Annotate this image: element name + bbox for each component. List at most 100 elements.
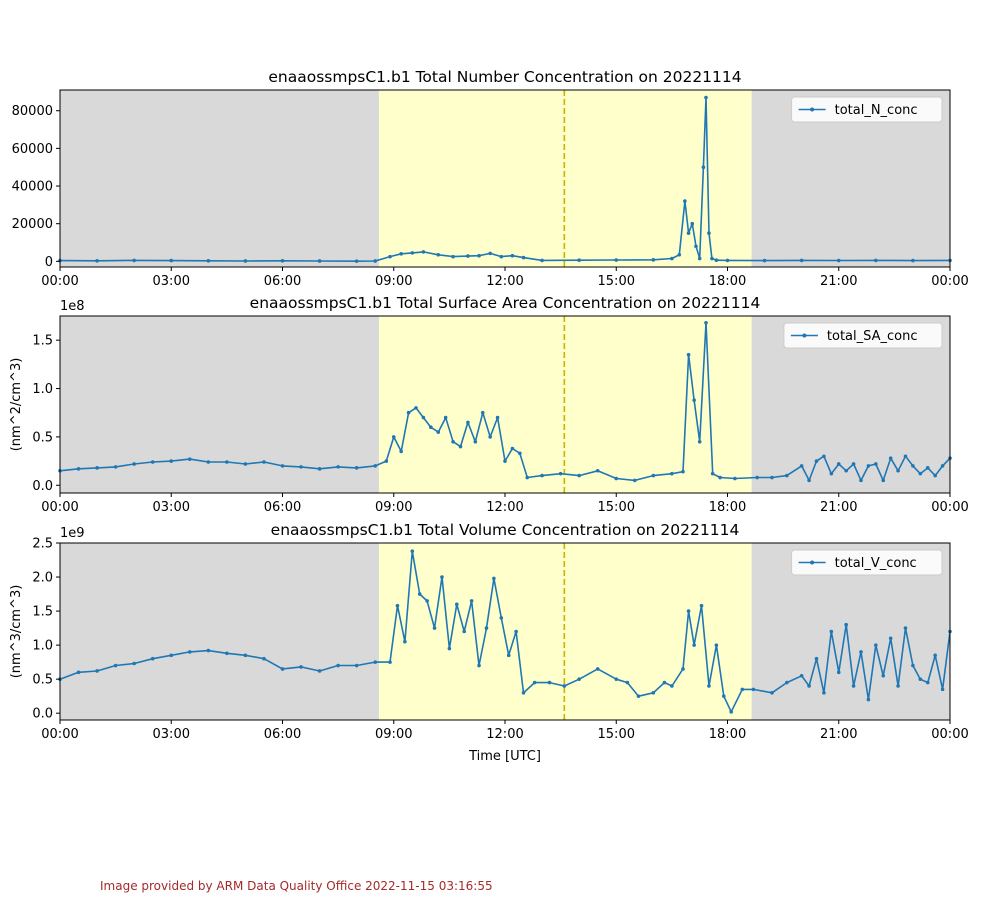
data-point (807, 684, 811, 688)
data-point (317, 669, 322, 673)
data-point (859, 478, 863, 483)
x-tick-label: 12:00 (486, 500, 523, 515)
legend: total_V_conc (791, 549, 943, 576)
data-point (499, 254, 504, 259)
data-point (918, 471, 923, 476)
x-tick-label: 18:00 (709, 727, 746, 742)
data-point (503, 459, 507, 463)
y-tick-label: 1.5 (32, 605, 53, 620)
data-point (859, 650, 863, 654)
data-point (243, 653, 248, 658)
data-point (866, 464, 871, 468)
data-point (729, 710, 734, 714)
legend-marker (810, 560, 815, 565)
data-point (462, 629, 467, 634)
y-tick-label: 2.5 (32, 537, 53, 552)
data-point (851, 684, 856, 688)
data-point (692, 398, 696, 402)
data-point (132, 462, 136, 466)
data-point (651, 258, 656, 262)
data-point (690, 221, 695, 226)
axis-multiplier: 1e9 (60, 526, 85, 541)
data-point (697, 439, 702, 444)
data-point (76, 670, 81, 675)
panel-number-concentration: 00:00 03:00 06:00 09:00 12:00 15:00 18:00 21:00… (12, 68, 969, 289)
y-axis-label: (nm^2/cm^3) (9, 358, 24, 452)
data-point (681, 469, 685, 474)
data-point (707, 231, 711, 235)
data-point (814, 656, 819, 661)
data-point (670, 471, 674, 476)
data-point (595, 468, 600, 473)
x-tick-label: 18:00 (709, 274, 746, 289)
x-tick-label: 03:00 (153, 727, 190, 742)
chart-title: enaaossmpsC1.b1 Total Volume Concentrati… (271, 521, 740, 539)
data-point (432, 626, 437, 630)
data-point (577, 258, 581, 263)
x-tick-label: 06:00 (264, 274, 301, 289)
data-point (421, 415, 426, 420)
data-point (762, 258, 767, 263)
data-point (76, 467, 81, 471)
data-point (336, 465, 340, 469)
data-point (243, 462, 248, 466)
data-point (384, 459, 389, 463)
chart-title: enaaossmpsC1.b1 Total Number Concentrati… (268, 68, 741, 86)
data-point (925, 680, 930, 685)
x-tick-label: 00:00 (931, 274, 968, 289)
data-point (704, 320, 708, 325)
data-point (525, 475, 530, 480)
data-point (707, 684, 711, 688)
data-point (373, 464, 378, 468)
axis-multiplier: 1e8 (60, 299, 85, 314)
data-point (651, 473, 656, 478)
data-point (670, 684, 674, 688)
x-tick-label: 06:00 (264, 500, 301, 515)
data-point (814, 459, 819, 463)
data-point (540, 258, 544, 263)
data-point (874, 462, 878, 466)
data-point (822, 454, 826, 459)
x-tick-label: 15:00 (598, 727, 635, 742)
data-point (755, 475, 759, 480)
data-point (681, 667, 685, 671)
y-tick-label: 40000 (12, 180, 53, 195)
data-point (940, 687, 945, 692)
data-point (488, 251, 492, 256)
daylight-shading (378, 316, 752, 493)
data-point (406, 410, 411, 415)
data-point (888, 456, 893, 460)
data-point (510, 253, 515, 258)
data-point (206, 258, 211, 263)
series-line-total_SA_conc (59, 321, 951, 482)
y-tick-label: 2.0 (32, 571, 53, 586)
data-point (686, 352, 691, 357)
data-point (169, 258, 174, 263)
data-point (280, 667, 285, 671)
legend-label: total_SA_conc (827, 329, 918, 344)
data-point (799, 464, 804, 468)
data-point (751, 687, 756, 692)
data-point (410, 549, 415, 553)
legend: total_SA_conc (783, 322, 943, 349)
data-point (454, 602, 459, 607)
x-tick-label: 21:00 (820, 274, 857, 289)
data-point (113, 663, 118, 668)
data-point (451, 439, 455, 444)
data-point (670, 256, 674, 261)
data-point (480, 410, 485, 415)
data-point (262, 460, 266, 464)
data-point (911, 258, 915, 263)
data-point (874, 258, 878, 263)
data-point (388, 660, 392, 664)
credit-text: Image provided by ARM Data Quality Offic… (100, 879, 493, 893)
x-tick-label: 15:00 (598, 274, 635, 289)
data-point (770, 475, 774, 480)
daylight-shading (378, 90, 752, 267)
y-tick-label: 1.0 (32, 639, 53, 654)
x-tick-label: 03:00 (153, 500, 190, 515)
data-point (132, 661, 136, 666)
data-point (506, 653, 511, 658)
data-point (940, 464, 945, 468)
data-point (373, 660, 378, 664)
